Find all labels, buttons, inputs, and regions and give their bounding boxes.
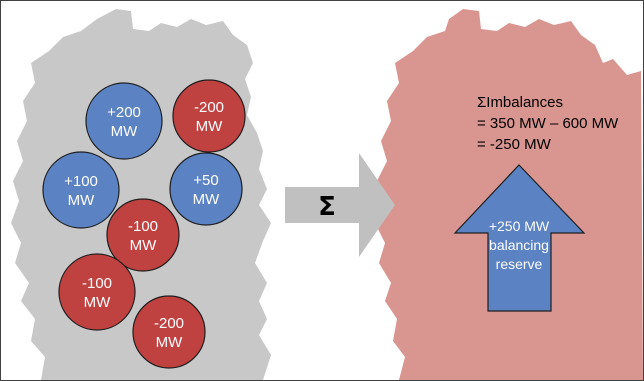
region-value: +200	[107, 104, 141, 121]
region-value: -200	[194, 99, 224, 116]
region-circle: +50 MW	[169, 152, 243, 226]
region-circle: -100 MW	[58, 253, 136, 331]
region-circle: +200 MW	[85, 82, 163, 160]
region-value: -100	[128, 218, 158, 235]
region-circle: -200 MW	[172, 79, 246, 153]
region-unit: MW	[68, 192, 95, 209]
region-unit: MW	[84, 294, 111, 311]
region-circle: -200 MW	[132, 295, 206, 369]
reserve-line-2: balancing	[489, 237, 549, 253]
region-unit: MW	[193, 191, 220, 208]
summary-line-2: = 350 MW – 600 MW	[477, 115, 619, 132]
aggregation-arrow	[285, 153, 395, 257]
reserve-arrow	[453, 164, 586, 312]
region-value: +100	[64, 173, 98, 190]
summary-line-3: = -250 MW	[477, 136, 552, 153]
reserve-line-1: +250 MW	[489, 218, 550, 234]
region-value: -100	[82, 275, 112, 292]
region-unit: MW	[130, 237, 157, 254]
reserve-line-3: reserve	[496, 256, 543, 272]
summary-line-1: ΣImbalances	[477, 94, 563, 111]
region-value: +50	[193, 172, 218, 189]
sigma-symbol: Σ	[318, 192, 336, 222]
region-circle: +100 MW	[42, 151, 120, 229]
region-value: -200	[154, 315, 184, 332]
region-circle: -100 MW	[106, 198, 180, 272]
region-unit: MW	[111, 123, 138, 140]
region-unit: MW	[196, 118, 223, 135]
region-unit: MW	[156, 334, 183, 351]
